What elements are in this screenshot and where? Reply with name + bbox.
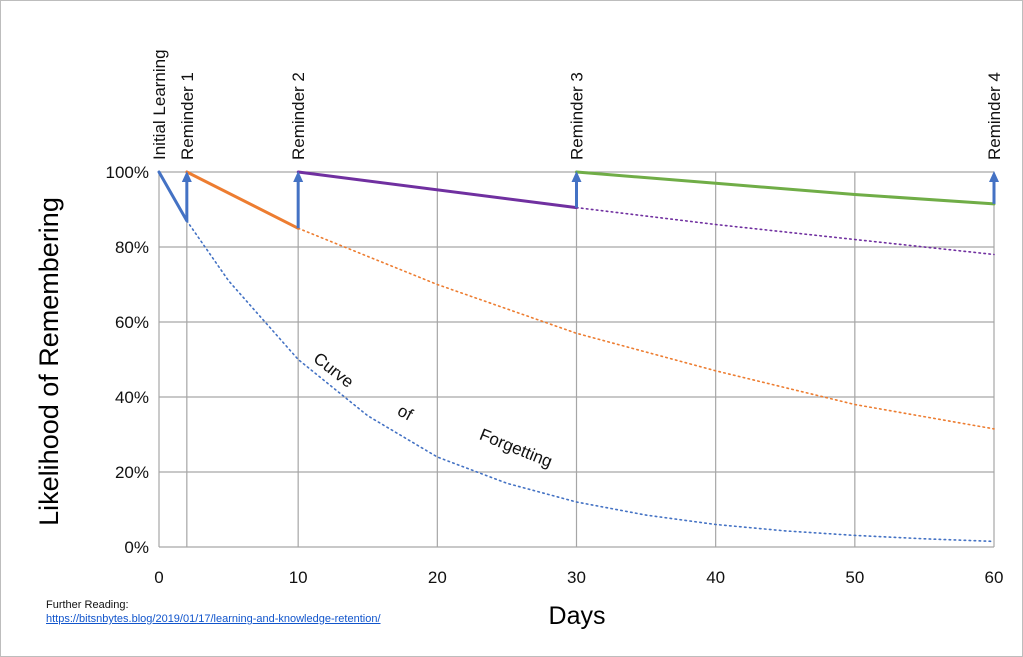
y-tick-label: 60% [115, 313, 149, 332]
x-tick-label: 40 [706, 568, 725, 587]
event-label: Reminder 2 [289, 72, 308, 160]
curve-annotation: Curve [310, 349, 357, 392]
x-tick-label: 30 [567, 568, 586, 587]
event-label: Reminder 3 [568, 72, 587, 160]
y-axis-title: Likelihood of Remembering [34, 197, 64, 526]
x-tick-label: 20 [428, 568, 447, 587]
further-reading-label: Further Reading: [46, 599, 129, 611]
x-tick-label: 10 [289, 568, 308, 587]
series-layer [157, 170, 996, 543]
reminder-arrow-head [989, 171, 999, 182]
event-label: Reminder 1 [178, 72, 197, 160]
y-tick-label: 40% [115, 388, 149, 407]
x-tick-label: 60 [985, 568, 1004, 587]
retention-line-initial [157, 170, 189, 223]
event-label: Initial Learning [150, 49, 169, 160]
y-tick-label: 80% [115, 238, 149, 257]
retention-line-reminder1 [185, 170, 300, 230]
event-label: Reminder 4 [985, 72, 1004, 160]
x-tick-label: 0 [154, 568, 163, 587]
arrow-layer [181, 171, 999, 229]
reminder-arrow-head [293, 171, 304, 182]
x-tick-label: 50 [845, 568, 864, 587]
x-axis-title: Days [549, 602, 606, 630]
y-tick-label: 0% [124, 538, 149, 557]
label-layer: 0% 20% 40% 60% 80% 100% 0 10 20 30 40 50 60 Initial L… [106, 49, 1004, 587]
further-reading: Further Reading: https://bitsnbytes.blog… [46, 598, 381, 626]
reminder-arrow-head [571, 171, 582, 182]
curve-annotation: Forgetting [477, 425, 555, 471]
retention-line-reminder2 [296, 170, 578, 210]
grid-layer [158, 171, 995, 548]
projection-line-reminder2 [575, 206, 995, 256]
further-reading-link[interactable]: https://bitsnbytes.blog/2019/01/17/learn… [46, 613, 381, 625]
reminder-arrow-head [181, 171, 192, 182]
projection-line-reminder1 [297, 227, 995, 430]
curve-annotation: of [394, 401, 416, 425]
projection-line-initial [186, 220, 995, 543]
y-tick-label: 20% [115, 463, 149, 482]
y-tick-label: 100% [106, 163, 149, 182]
retention-line-reminder3 [575, 170, 996, 206]
